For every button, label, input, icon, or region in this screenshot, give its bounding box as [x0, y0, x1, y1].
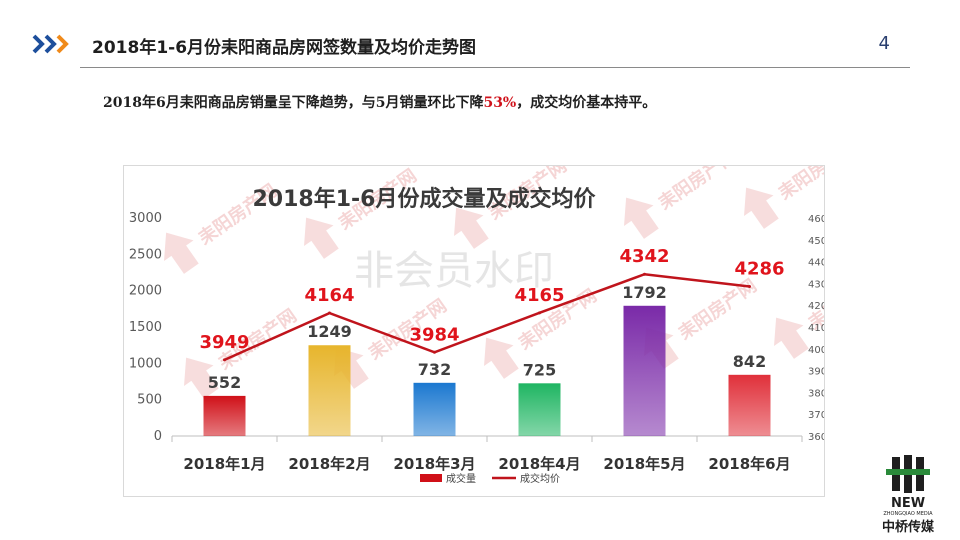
- right-axis-tick-label: 4500: [808, 236, 824, 247]
- price-point: [433, 350, 436, 354]
- logo-name: 中桥传媒: [882, 519, 935, 535]
- left-axis-tick-label: 2000: [129, 284, 162, 299]
- price-value-label: 4164: [304, 285, 354, 306]
- price-point: [748, 284, 751, 288]
- right-axis-tick-label: 4300: [808, 279, 824, 290]
- summary-suffix: ，成交均价基本持平。: [516, 95, 657, 111]
- legend-bar-label: 成交量: [446, 472, 476, 485]
- watermark-tile-text: 耒阳房产网: [654, 166, 740, 214]
- bar: [413, 382, 456, 436]
- price-value-label: 4165: [514, 285, 564, 306]
- left-axis: 0 500 1000 1500 2000 2500 3000: [129, 211, 162, 444]
- right-axis-tick-label: 4100: [808, 323, 824, 334]
- legend-line-label: 成交均价: [520, 472, 560, 485]
- watermark-tile: 耒阳房产网: [164, 180, 281, 274]
- left-axis-tick-label: 2500: [129, 247, 162, 262]
- bar: [623, 305, 666, 436]
- price-point: [223, 358, 226, 362]
- right-axis-tick-label: 4200: [808, 301, 824, 312]
- watermark-house-icon: [624, 197, 659, 239]
- header-divider: [80, 67, 910, 68]
- bar-value-labels: 552 1249 732 725 1792 842: [208, 283, 766, 392]
- watermark-tile: 耒阳房产网: [624, 145, 741, 239]
- summary-highlight: 53%: [483, 95, 517, 111]
- price-value-label: 3984: [409, 324, 459, 345]
- category-label: 2018年4月: [498, 455, 580, 473]
- left-axis-tick-label: 0: [154, 429, 162, 444]
- legend-bar-swatch: [420, 474, 442, 482]
- category-labels: 2018年1月 2018年2月 2018年3月 2018年4月 2018年5月 2018年…: [183, 455, 790, 473]
- watermark-house-icon: [744, 187, 779, 229]
- summary-prefix: 2018年6月耒阳商品房销量呈下降趋势，与5月销量环比下降: [103, 95, 484, 111]
- left-axis-tick-label: 3000: [129, 211, 162, 226]
- right-axis-tick-label: 4600: [808, 214, 824, 225]
- price-point: [643, 272, 646, 276]
- category-label: 2018年2月: [288, 455, 370, 473]
- category-label: 2018年6月: [708, 455, 790, 473]
- bar-series: [203, 305, 771, 436]
- left-axis-tick-label: 1500: [129, 320, 162, 335]
- summary-text: 2018年6月耒阳商品房销量呈下降趋势，与5月销量环比下降53%，成交均价基本持…: [103, 92, 656, 112]
- bar: [518, 383, 561, 436]
- bar: [728, 374, 771, 436]
- chart-legend: 成交量 成交均价: [420, 472, 560, 485]
- bar-value-label: 552: [208, 373, 241, 392]
- bar-value-label: 842: [733, 352, 766, 371]
- price-point: [328, 311, 331, 315]
- logo-mark-icon: NEW ZHONGQIAO MEDIA 中桥传媒: [882, 455, 935, 535]
- right-axis-tick-label: 3600: [808, 432, 824, 443]
- category-label: 2018年1月: [183, 455, 265, 473]
- category-label: 2018年3月: [393, 455, 475, 473]
- watermark-house-icon: [184, 357, 219, 399]
- line-series: [223, 272, 751, 362]
- chart-container: 耒阳房产网 耒阳房产网 耒阳房产网 耒阳房产网 耒阳房产网 耒阳房产网 耒阳房产网 耒阳房产网…: [123, 135, 891, 497]
- watermark-house-icon: [454, 207, 489, 249]
- watermark-house-icon: [484, 337, 519, 379]
- right-axis-tick-label: 3700: [808, 410, 824, 421]
- price-value-label: 4342: [619, 246, 669, 267]
- chart-title: 2018年1-6月份成交量及成交均价: [253, 186, 597, 212]
- page-number: 4: [878, 33, 890, 54]
- right-axis-tick-label: 4400: [808, 258, 824, 269]
- watermark-tile-text: 耒阳房产网: [774, 166, 824, 204]
- price-value-label: 3949: [199, 332, 249, 353]
- price-point: [538, 311, 541, 315]
- bar-value-label: 725: [523, 360, 556, 379]
- bar: [203, 395, 246, 436]
- company-logo: NEW ZHONGQIAO MEDIA 中桥传媒: [868, 455, 952, 535]
- bar: [308, 345, 351, 436]
- logo-word: NEW: [891, 496, 925, 511]
- bar-value-label: 732: [418, 360, 451, 379]
- left-axis-tick-label: 500: [137, 393, 162, 408]
- watermark-house-icon: [164, 232, 199, 274]
- right-axis-tick-label: 3800: [808, 388, 824, 399]
- watermark-house-icon: [774, 317, 809, 359]
- right-axis-tick-label: 4000: [808, 345, 824, 356]
- watermark-house-icon: [304, 217, 339, 259]
- category-label: 2018年5月: [603, 455, 685, 473]
- slide-header: 2018年1-6月份耒阳商品房网签数量及均价走势图 4: [0, 0, 960, 70]
- right-axis: 3600 3700 3800 3900 4000 4100 4200 4300 4400 4500…: [808, 214, 833, 443]
- bar-value-label: 1249: [307, 322, 352, 341]
- price-line: [223, 272, 750, 362]
- category-dividers: [171, 435, 803, 442]
- left-axis-tick-label: 1000: [129, 356, 162, 371]
- right-axis-tick-label: 3900: [808, 367, 824, 378]
- slide-title: 2018年1-6月份耒阳商品房网签数量及均价走势图: [92, 38, 477, 58]
- bar-value-label: 1792: [622, 283, 667, 302]
- watermark-center-text: 非会员水印: [354, 248, 554, 294]
- line-value-labels: 3949 4164 3984 4165 4342 4286: [199, 246, 784, 353]
- price-value-label: 4286: [734, 258, 784, 279]
- logo-sub: ZHONGQIAO MEDIA: [883, 511, 933, 517]
- chevrons-icon: [32, 34, 69, 54]
